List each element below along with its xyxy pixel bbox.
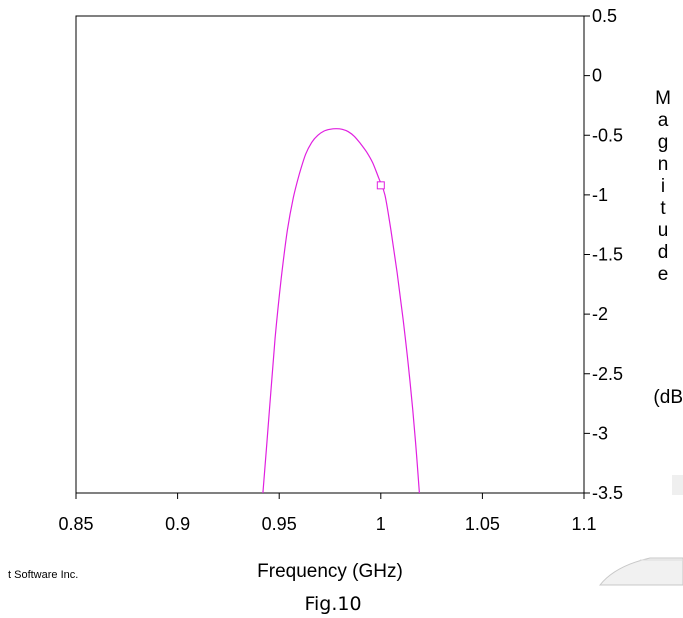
y-tick-label: -1.5 xyxy=(592,245,623,265)
x-axis-ticks: 0.85 0.9 0.95 1 1.05 1.1 xyxy=(58,493,597,534)
y-tick-label: -1 xyxy=(592,185,608,205)
y-axis-title-char: e xyxy=(658,264,669,285)
x-tick-label: 0.95 xyxy=(262,514,297,534)
x-tick-label: 0.9 xyxy=(165,514,190,534)
plot-frame xyxy=(75,15,585,494)
y-tick-label: -2.5 xyxy=(592,364,623,384)
y-tick-label: 0.5 xyxy=(592,6,617,26)
x-tick-label: 0.85 xyxy=(58,514,93,534)
markers xyxy=(376,181,385,190)
magnitude-line xyxy=(262,128,420,494)
y-tick-label: -2 xyxy=(592,304,608,324)
y-axis-title-char: n xyxy=(658,154,669,175)
y-axis-title-char: i xyxy=(661,176,665,197)
y-tick-label: 0 xyxy=(592,66,602,86)
x-tick-label: 1.1 xyxy=(571,514,596,534)
y-tick-label: -3.5 xyxy=(592,483,623,503)
y-axis-title-char: u xyxy=(658,220,669,241)
y-axis-title-char: M xyxy=(655,88,671,109)
y-axis-ticks: 0.5 0 -0.5 -1 -1.5 -2 -2.5 -3 -3.5 xyxy=(584,6,623,503)
y-tick-label: -3 xyxy=(592,423,608,443)
x-axis-title: Frequency (GHz) xyxy=(257,561,403,582)
decorative-shape xyxy=(598,475,683,586)
x-tick-label: 1.05 xyxy=(465,514,500,534)
y-axis-title-char: t xyxy=(660,198,666,219)
y-axis-title-unit: (dB xyxy=(653,387,683,408)
figure-caption: Fig.10 xyxy=(304,593,361,615)
x-tick-label: 1 xyxy=(376,514,386,534)
y-axis-title-char: a xyxy=(658,110,669,131)
y-axis-title-char: g xyxy=(658,132,669,153)
credit-text: t Software Inc. xyxy=(8,569,78,581)
marker-point xyxy=(376,181,385,190)
y-tick-label: -0.5 xyxy=(592,125,623,145)
y-axis-title-char: d xyxy=(658,242,669,263)
